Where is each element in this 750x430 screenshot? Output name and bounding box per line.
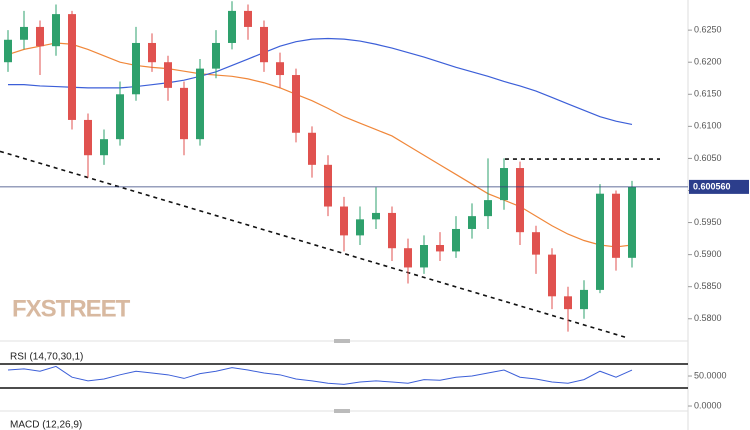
candle-body xyxy=(580,289,588,310)
candle-body xyxy=(100,139,108,156)
candle-body xyxy=(4,39,12,63)
candle-body xyxy=(308,132,316,165)
candle-body xyxy=(404,248,412,268)
rsi-line xyxy=(7,365,633,385)
candle-body xyxy=(116,94,124,140)
candle-body xyxy=(148,42,156,63)
candle-body xyxy=(164,62,172,88)
y-tick-label: 50.0000 xyxy=(694,370,727,380)
candle-body xyxy=(276,62,284,76)
panel-handle xyxy=(334,339,350,343)
candle-body xyxy=(340,206,348,236)
candle-body xyxy=(228,10,236,43)
y-tick-label: 0.6150 xyxy=(694,89,722,99)
y-tick-label: 0.6250 xyxy=(694,25,722,35)
rsi-title: RSI (14,70,30,1) xyxy=(10,352,83,363)
candle-body xyxy=(564,296,572,310)
candle-body xyxy=(548,254,556,297)
candle-body xyxy=(132,42,140,95)
moving-average xyxy=(7,42,633,248)
y-tick-label: 0.6200 xyxy=(694,57,722,67)
candle-body xyxy=(68,14,76,120)
last-price-box xyxy=(689,179,749,194)
candle-body xyxy=(452,228,460,252)
y-tick-label: 0.6100 xyxy=(694,121,722,131)
candle-body xyxy=(36,26,44,47)
candle-body xyxy=(84,119,92,156)
candle-body xyxy=(196,68,204,140)
y-tick-label: 0.5950 xyxy=(694,217,722,227)
candle-body xyxy=(420,245,428,268)
candle-body xyxy=(532,232,540,255)
moving-average xyxy=(8,37,633,126)
candle-body xyxy=(244,10,252,27)
candle-body xyxy=(484,200,492,217)
candle-body xyxy=(52,14,60,47)
candle-body xyxy=(516,168,524,233)
candle-body xyxy=(180,87,188,140)
candle-body xyxy=(500,168,508,201)
y-tick-label: 0.0000 xyxy=(694,400,722,410)
candle-body xyxy=(596,193,604,290)
candle-body xyxy=(388,212,396,249)
candle-body xyxy=(260,26,268,63)
macd-title: MACD (12,26,9) xyxy=(10,420,82,430)
y-tick-label: 0.5900 xyxy=(694,249,722,259)
candle-body xyxy=(324,164,332,207)
candle-body xyxy=(372,212,380,220)
candle-body xyxy=(628,186,636,258)
candle-body xyxy=(468,216,476,229)
y-tick-label: 0.5850 xyxy=(694,281,722,291)
y-tick-label: 0.6050 xyxy=(694,153,722,163)
trendline xyxy=(0,150,629,339)
candle-body xyxy=(356,219,364,236)
panel-handle xyxy=(334,409,350,413)
last-price-label: 0.600560 xyxy=(693,181,731,191)
candle-body xyxy=(292,75,300,133)
watermark: FXSTREET xyxy=(12,295,131,322)
y-tick-label: 0.5800 xyxy=(694,313,722,323)
candle-body xyxy=(212,42,220,69)
candle-body xyxy=(436,245,444,252)
candle-body xyxy=(612,193,620,258)
candle-body xyxy=(20,26,28,40)
